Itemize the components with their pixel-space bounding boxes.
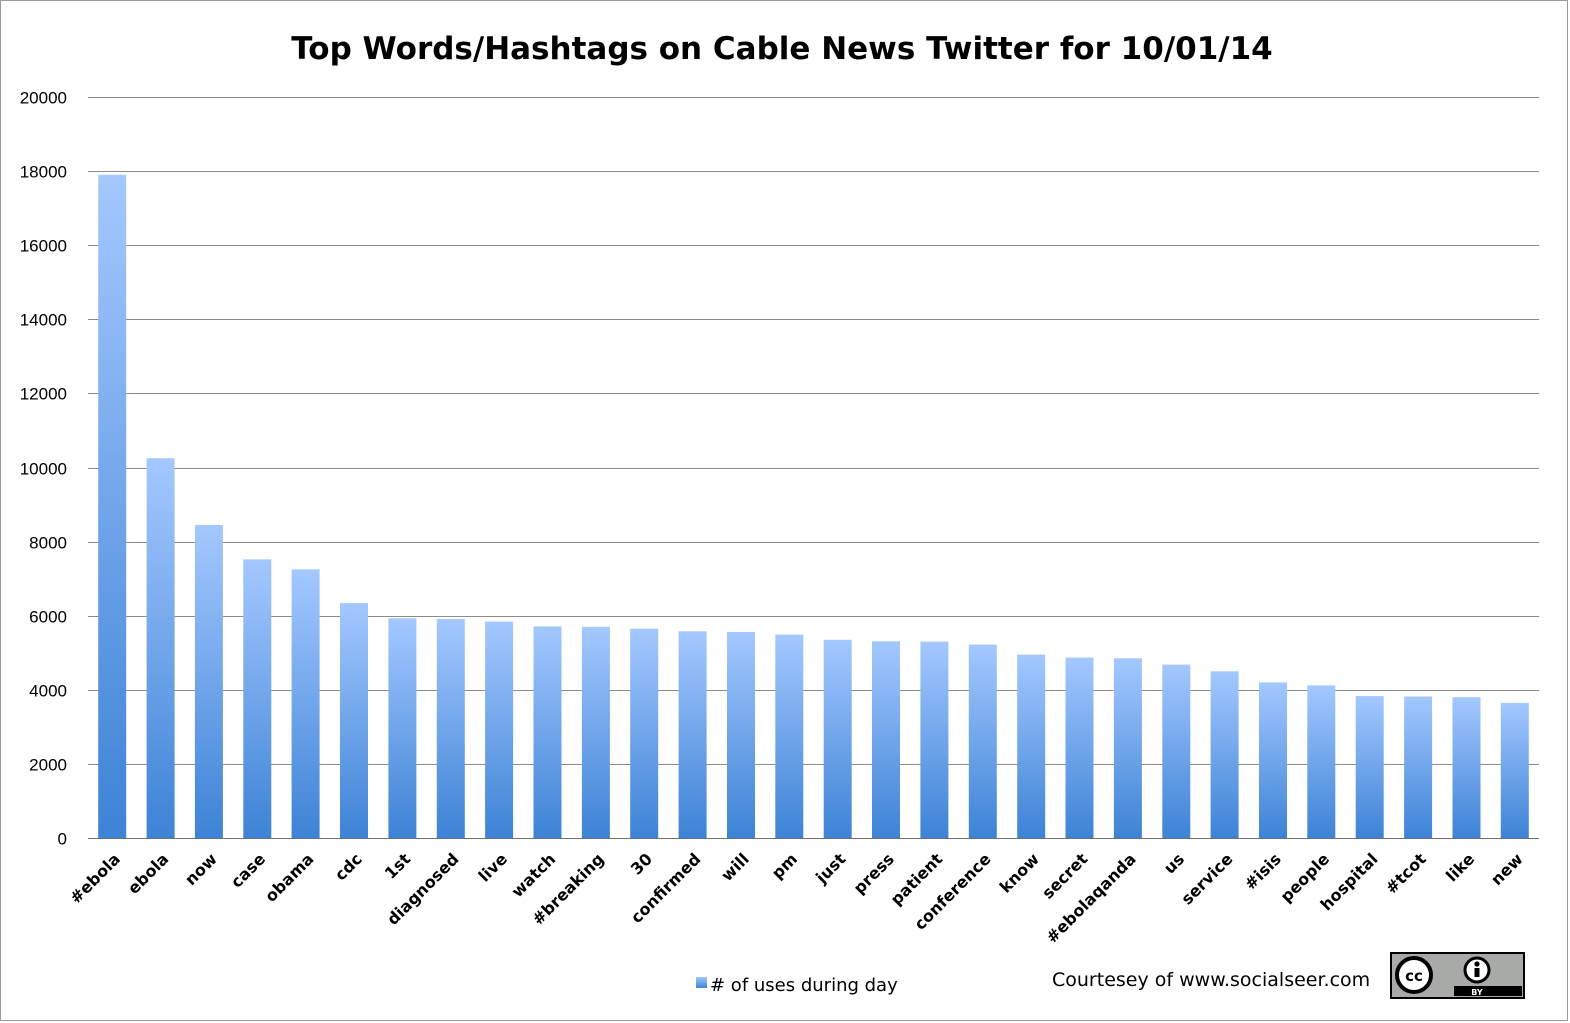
y-tick-label: 4000 [29,682,67,701]
y-tick-label: 12000 [20,385,67,404]
bar [968,644,997,838]
bar [872,641,900,838]
x-tick-label: ebola [124,849,172,897]
x-tick-label: 1st [381,849,415,883]
bar [1307,685,1336,838]
x-tick-label: new [1487,849,1527,889]
bar [1017,654,1046,838]
bar [920,641,949,838]
y-tick-label: 18000 [20,163,67,182]
chart-title: Top Words/Hashtags on Cable News Twitter… [291,31,1273,67]
cc-glyph: cc [1405,967,1423,985]
x-tick-label: #ebola [66,849,124,907]
bar [98,174,127,839]
bar [1210,671,1239,838]
legend-swatch [696,977,707,988]
legend-label: # of uses during day [710,975,898,996]
bar [823,639,852,838]
x-tick-label: like [1442,849,1478,885]
x-tick-label: 30 [627,849,656,878]
bar [1500,702,1529,838]
y-tick-label: 14000 [20,311,67,330]
x-tick-label: case [227,849,269,891]
bar [678,631,707,838]
credit-text: Courtesey of www.socialseer.com [1052,969,1370,991]
gridlines [88,97,1539,839]
cc-circle-icon [1395,956,1433,994]
x-tick-label: just [811,849,849,887]
bar [485,621,514,838]
bar [533,626,562,838]
x-tick-label: obama [261,849,317,905]
y-tick-label: 20000 [20,89,67,108]
bar [775,634,804,838]
legend: # of uses during day [696,975,898,996]
bar [146,458,175,838]
y-tick-label: 16000 [20,237,67,256]
x-tick-label: cdc [331,849,366,884]
bar [1162,664,1191,838]
bar [1452,697,1481,838]
y-tick-label: 10000 [20,460,67,479]
bar [388,618,417,838]
y-tick-label: 0 [58,830,67,849]
x-tick-label: us [1160,849,1188,877]
x-tick-label: pm [768,849,801,882]
x-tick-label: will [717,849,753,885]
y-tick-label: 6000 [29,608,67,627]
y-tick-label: 8000 [29,534,67,553]
y-tick-label: 2000 [29,756,67,775]
bar [630,628,659,838]
x-tick-label: know [996,849,1043,896]
y-axis-ticks: 0 2000 4000 6000 8000 10000 12000 14000 16000 180… [20,89,67,849]
bar [1355,696,1384,838]
creative-commons-by-icon: cc BY [1390,952,1525,999]
x-tick-label: live [475,849,511,885]
bar [1113,658,1142,838]
x-tick-label: #ebolaqanda [1042,849,1139,946]
x-tick-label: service [1177,849,1236,908]
bar [194,524,223,838]
bar [581,626,610,838]
bar [340,603,368,838]
x-tick-label: now [181,849,221,889]
bar [1404,696,1433,838]
bar [243,559,272,838]
bar [727,632,755,838]
bar [436,619,465,838]
x-tick-label: #isis [1241,849,1285,893]
bars [98,174,1529,839]
bar [291,569,320,838]
bar [1259,682,1287,838]
x-tick-label: #tcot [1382,849,1430,897]
by-label: BY [1471,988,1483,997]
bar [1065,657,1094,838]
